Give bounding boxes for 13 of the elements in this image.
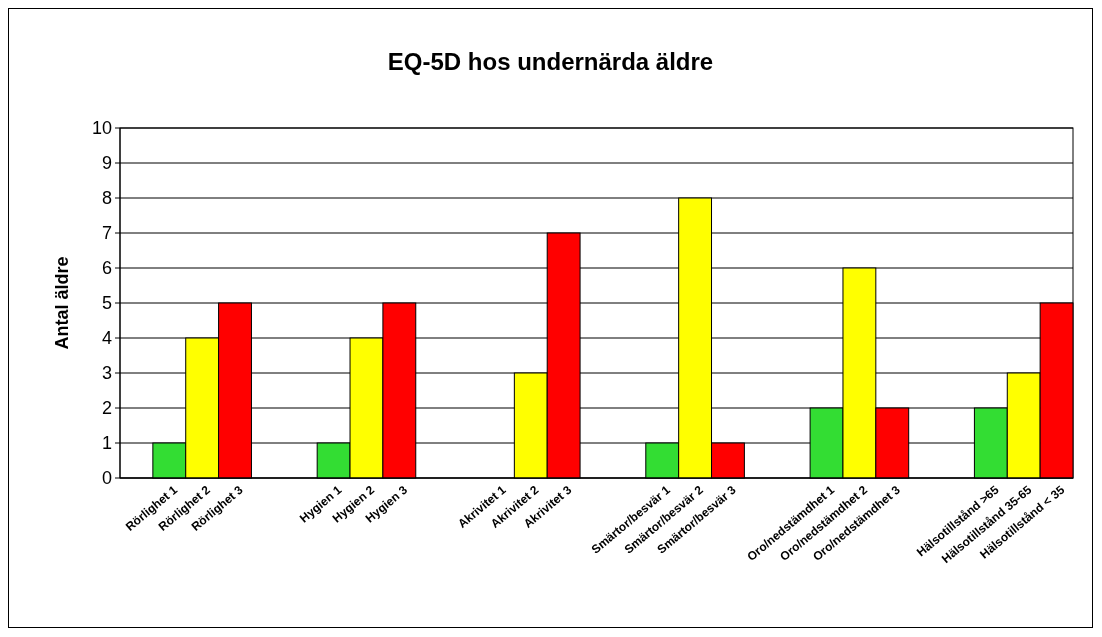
y-tick-label: 2 <box>101 398 112 419</box>
y-tick-label: 8 <box>101 188 112 209</box>
y-tick-label: 1 <box>101 433 112 454</box>
y-tick-label: 3 <box>101 363 112 384</box>
y-axis-title: Antal äldre <box>52 256 72 350</box>
y-tick-label: 0 <box>101 468 112 489</box>
y-tick-label: 6 <box>101 258 112 279</box>
chart-title: EQ-5D hos undernärda äldre <box>387 48 714 75</box>
y-tick-label: 5 <box>101 293 112 314</box>
y-tick-label: 7 <box>101 223 112 244</box>
y-tick-label: 9 <box>101 153 112 174</box>
y-tick-label: 10 <box>91 118 112 139</box>
y-tick-label: 4 <box>101 328 112 349</box>
